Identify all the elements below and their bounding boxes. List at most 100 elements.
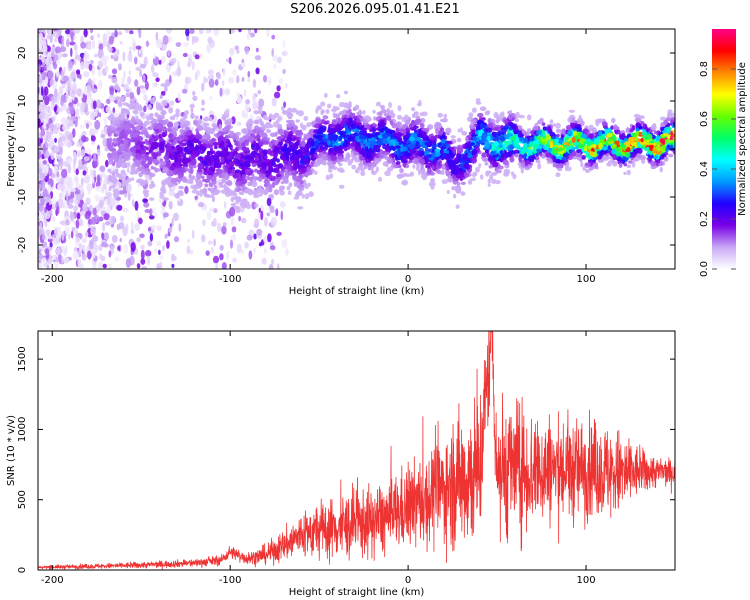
ridge-blob — [653, 130, 658, 135]
noise-blob — [83, 53, 90, 60]
ridge-blob — [253, 110, 260, 115]
noise-blob — [263, 248, 267, 254]
noise-blob — [244, 46, 250, 55]
noise-blob — [254, 55, 262, 61]
ridge-blob — [168, 107, 174, 114]
ridge-blob — [195, 178, 199, 183]
ridge-blob — [237, 187, 242, 192]
noise-blob — [38, 129, 42, 134]
ridge-blob — [190, 112, 195, 119]
ridge-blob — [566, 161, 570, 168]
noise-blob — [91, 178, 95, 184]
ridge-blob — [242, 135, 247, 142]
ridge-blob — [125, 92, 130, 98]
noise-blob — [88, 128, 96, 136]
ridge-blob — [217, 130, 222, 137]
noise-blob — [70, 47, 73, 57]
noise-blob — [83, 85, 88, 96]
spectrogram-plot — [38, 29, 675, 269]
ridge-blob — [659, 166, 663, 173]
ridge-blob — [395, 122, 401, 128]
noise-blob — [73, 176, 79, 183]
ridge-blob — [277, 116, 282, 121]
noise-blob — [247, 76, 251, 83]
noise-blob — [191, 229, 195, 239]
noise-blob — [143, 105, 147, 113]
noise-blob — [83, 156, 90, 162]
ridge-blob — [128, 152, 133, 157]
noise-blob — [185, 29, 190, 37]
ridge-blob — [366, 124, 371, 129]
ridge-blob — [360, 170, 366, 177]
noise-blob — [61, 83, 66, 89]
noise-blob — [124, 29, 129, 34]
noise-blob — [129, 30, 134, 35]
noise-blob — [169, 100, 175, 106]
noise-blob — [57, 29, 62, 36]
ridge-blob — [470, 157, 477, 164]
ridge-blob — [264, 116, 271, 121]
ridge-blob — [383, 113, 389, 117]
noise-blob — [232, 257, 238, 263]
ridge-blob — [198, 185, 202, 189]
ridge-blob — [382, 161, 389, 167]
ridge-blob — [120, 95, 126, 102]
noise-blob — [247, 70, 251, 78]
noise-blob — [143, 94, 148, 101]
noise-blob — [103, 178, 107, 185]
ridge-blob — [275, 119, 280, 124]
ridge-blob — [191, 175, 196, 180]
noise-blob — [110, 54, 114, 60]
noise-blob — [114, 29, 118, 38]
ridge-blob — [160, 110, 167, 116]
ridge-blob — [518, 128, 525, 132]
noise-blob — [210, 246, 214, 254]
ridge-blob — [167, 142, 170, 147]
ridge-blob — [481, 117, 486, 121]
noise-blob — [138, 50, 142, 55]
ridge-blob — [127, 141, 131, 147]
noise-blob — [243, 89, 247, 97]
noise-blob — [47, 105, 50, 113]
noise-blob — [83, 29, 88, 38]
ridge-blob — [468, 112, 474, 118]
noise-blob — [284, 82, 288, 89]
noise-blob — [232, 69, 237, 76]
noise-blob — [44, 57, 50, 65]
noise-blob — [103, 243, 109, 248]
noise-blob — [77, 150, 81, 158]
noise-blob — [91, 67, 96, 76]
noise-blob — [150, 63, 155, 74]
ridge-blob — [452, 148, 457, 155]
noise-blob — [279, 201, 286, 208]
ridge-blob — [126, 177, 132, 183]
ridge-blob — [325, 109, 330, 114]
noise-blob — [131, 199, 135, 208]
ridge-blob — [582, 128, 589, 135]
noise-blob — [264, 217, 268, 227]
ridge-blob — [294, 136, 300, 141]
noise-blob — [46, 165, 49, 173]
ridge-blob — [296, 191, 303, 197]
ridge-blob — [286, 112, 294, 119]
ridge-blob — [542, 126, 549, 131]
ridge-blob — [487, 157, 494, 161]
ridge-blob — [431, 165, 435, 170]
ridge-blob — [558, 163, 564, 168]
ridge-blob — [199, 192, 203, 197]
ridge-blob — [116, 172, 120, 177]
ridge-blob — [116, 137, 121, 143]
noise-blob — [105, 159, 109, 168]
noise-blob — [109, 86, 114, 97]
ridge-blob — [411, 107, 416, 112]
ridge-blob — [481, 152, 488, 158]
ridge-blob — [441, 169, 445, 176]
ridge-blob — [222, 137, 227, 142]
ridge-blob — [304, 193, 310, 200]
noise-blob — [76, 102, 81, 107]
ridge-blob — [288, 160, 293, 167]
ridge-blob — [389, 120, 394, 126]
ridge-blob — [149, 137, 155, 141]
noise-blob — [56, 206, 60, 215]
noise-blob — [65, 226, 70, 235]
